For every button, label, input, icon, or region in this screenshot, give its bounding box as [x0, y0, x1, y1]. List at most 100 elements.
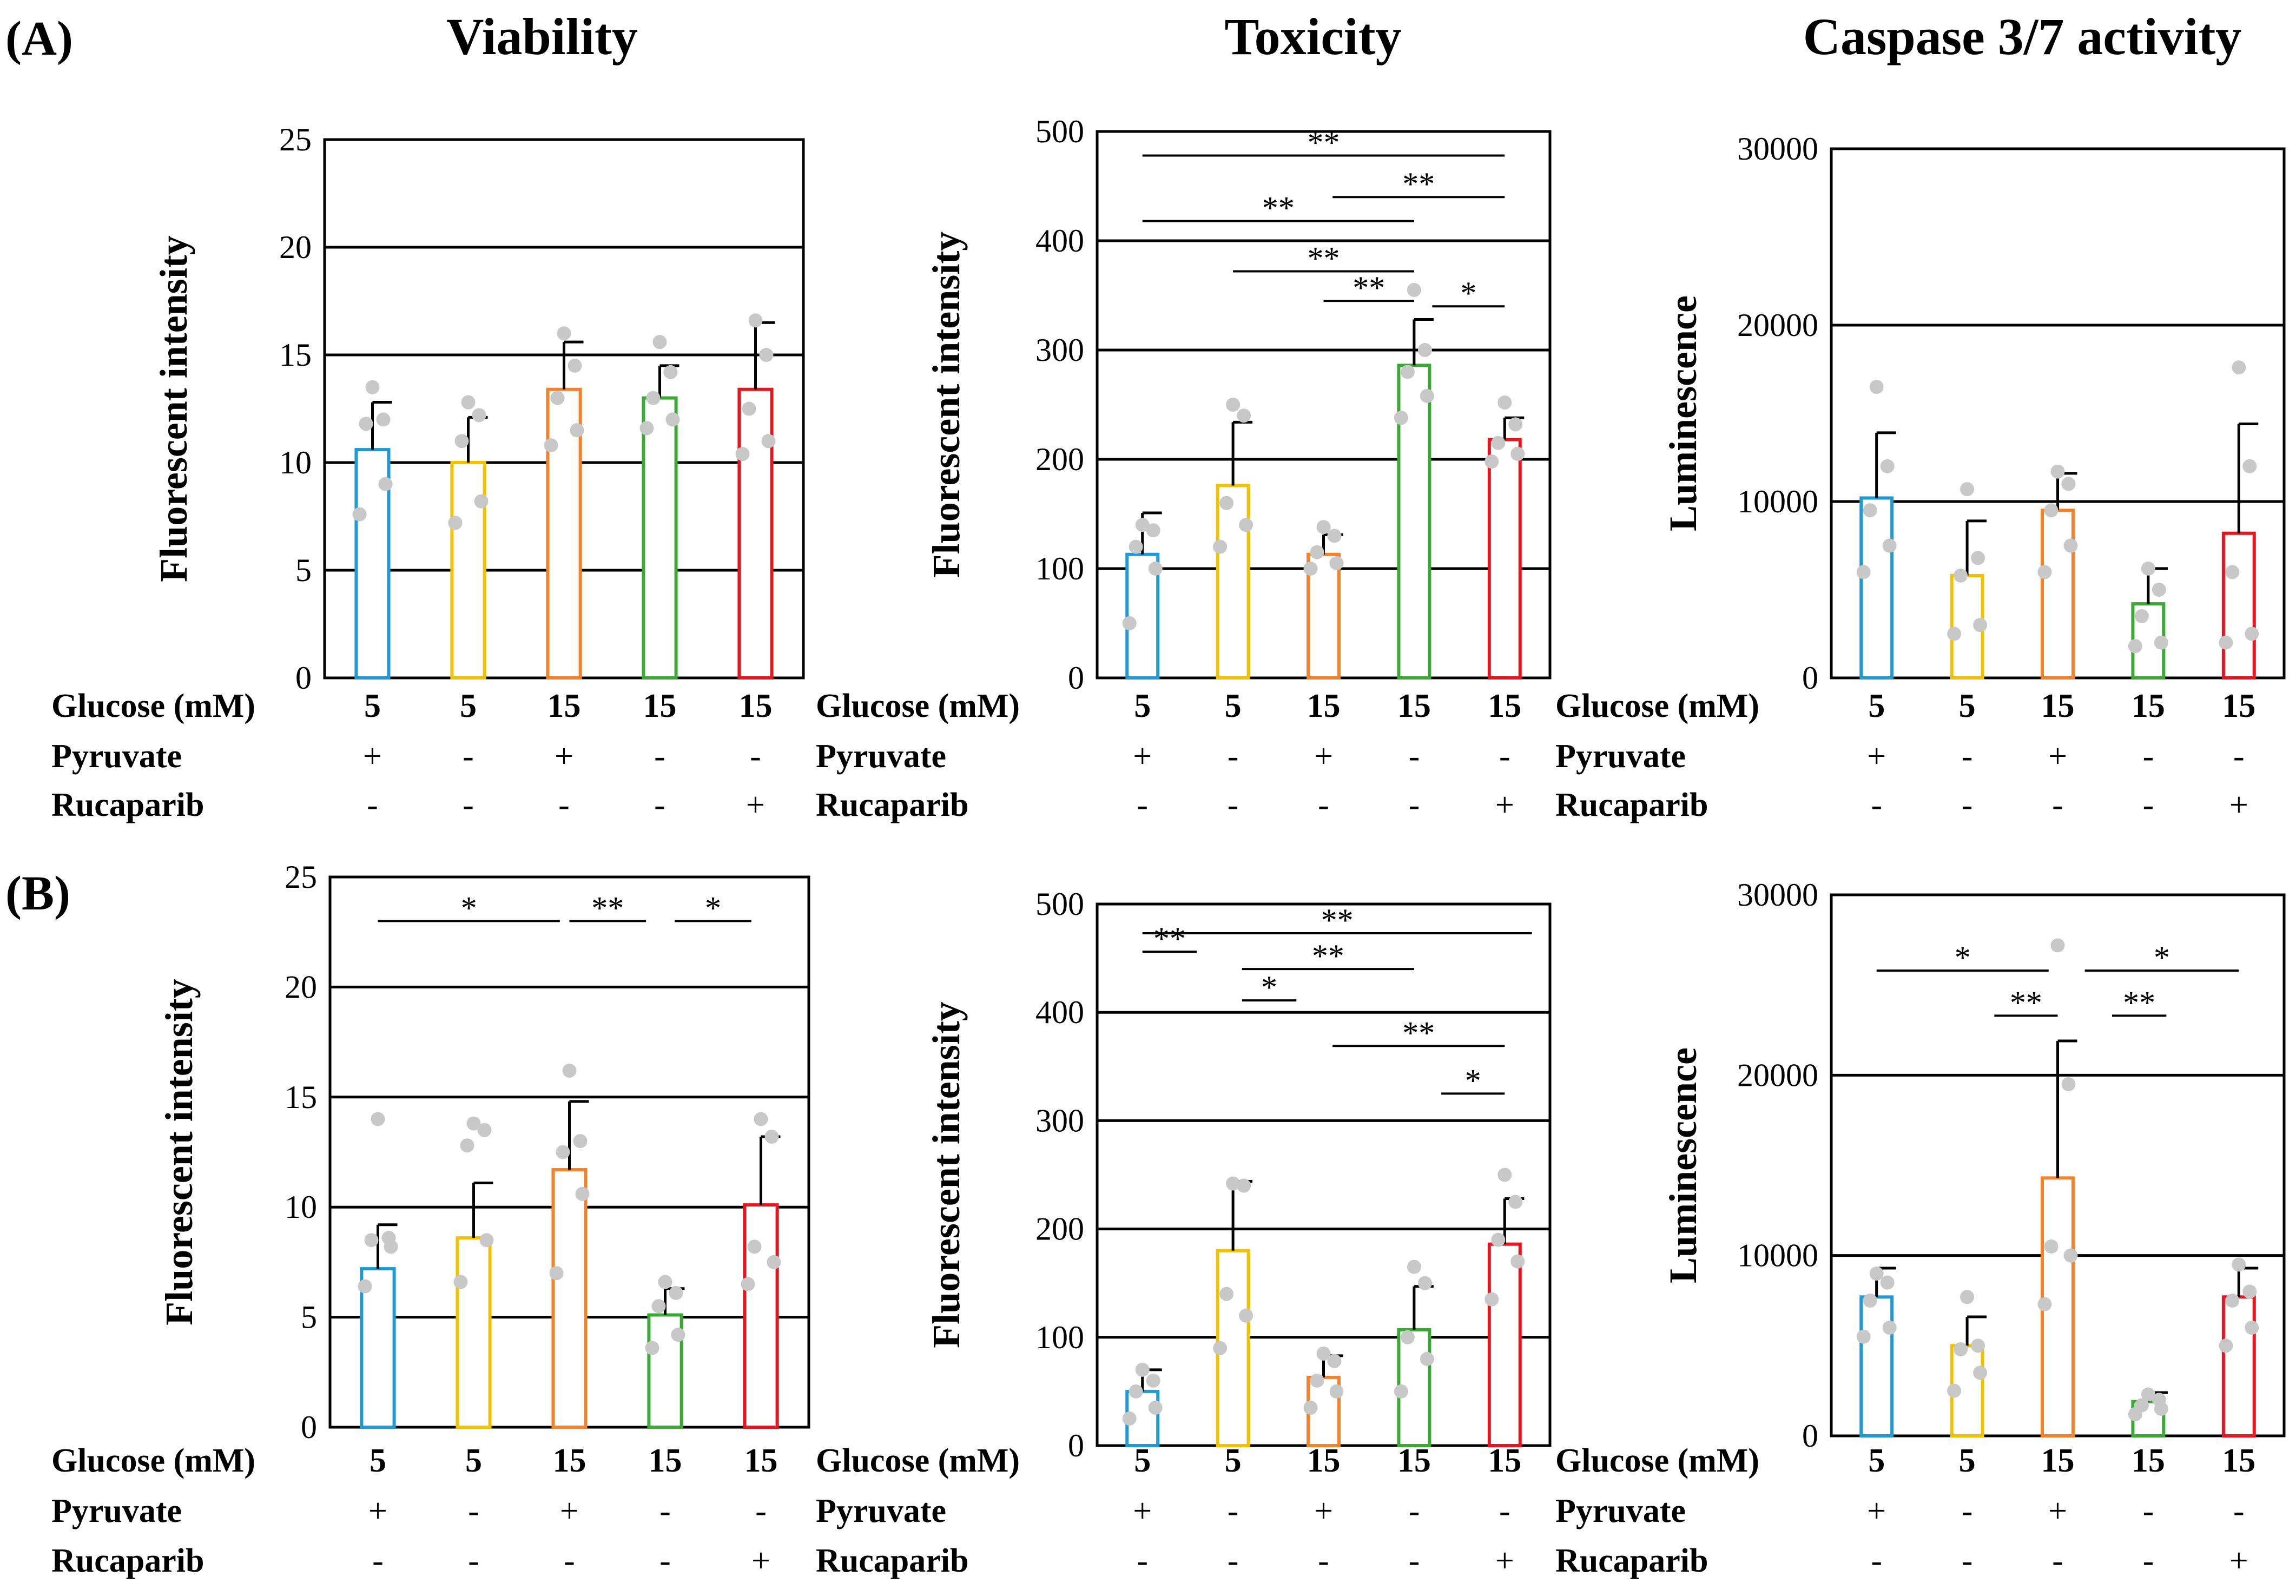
chart-1-point-0-4 — [1135, 518, 1150, 532]
chart-0-cond-glucose-2: 15 — [547, 688, 581, 724]
chart-2-cond-glucose-2: 15 — [2041, 688, 2075, 724]
chart-3-cond-rucaparib-2: - — [564, 1542, 575, 1579]
chart-4-point-1-3 — [1237, 1178, 1251, 1193]
chart-1-cond-label-0: Glucose (mM) — [816, 688, 1020, 724]
chart-4-cond-rucaparib-3: - — [1409, 1542, 1420, 1579]
chart-1-sig-label-4: ** — [1352, 270, 1385, 306]
chart-4-point-1-0 — [1213, 1341, 1228, 1355]
chart-2-cond-label-2: Rucaparib — [1555, 787, 1708, 823]
chart-4-cond-pyruvate-2: + — [1314, 1493, 1333, 1529]
chart-3-y-tick-label-3: 15 — [285, 1079, 317, 1115]
chart-4-cond-pyruvate-0: + — [1133, 1493, 1152, 1529]
chart-1-point-2-1 — [1329, 556, 1344, 570]
chart-3-cond-glucose-4: 15 — [744, 1442, 778, 1479]
chart-4-cond-rucaparib-1: - — [1228, 1542, 1239, 1579]
chart-5-point-2-3 — [2061, 1077, 2076, 1091]
chart-5-point-0-3 — [1880, 1275, 1895, 1290]
chart-3-cond-glucose-2: 15 — [553, 1442, 586, 1479]
chart-4-sig-label-4: ** — [1402, 1015, 1435, 1051]
chart-3-point-0-4 — [371, 1112, 385, 1126]
chart-5-point-1-3 — [1971, 1338, 1985, 1353]
chart-0-point-4-1 — [761, 434, 776, 449]
chart-4-point-4-4 — [1497, 1168, 1512, 1182]
chart-1-cond-glucose-4: 15 — [1488, 688, 1521, 724]
chart-5-cond-label-1: Pyruvate — [1555, 1493, 1686, 1529]
chart-0-point-3-1 — [665, 412, 680, 427]
chart-2-bar-4 — [2221, 531, 2256, 680]
chart-5-cond-rucaparib-2: - — [2052, 1542, 2063, 1579]
chart-2-cond-pyruvate-1: - — [1962, 738, 1973, 775]
chart-1-point-4-3 — [1508, 417, 1523, 432]
chart-0-y-tick-label-3: 15 — [279, 337, 312, 373]
chart-3-point-2-3 — [573, 1134, 588, 1149]
chart-4-point-2-4 — [1316, 1346, 1331, 1361]
chart-5-cond-glucose-1: 5 — [1959, 1442, 1976, 1479]
chart-1-cond-rucaparib-3: - — [1409, 787, 1420, 823]
chart-5-cond-rucaparib-3: - — [2143, 1542, 2154, 1579]
chart-5-cond-pyruvate-3: - — [2143, 1493, 2154, 1529]
chart-0-y-axis-label: Fluorescent intensity — [152, 235, 195, 582]
chart-0-point-1-1 — [474, 494, 489, 509]
chart-1-sig-label-5: * — [1460, 275, 1476, 311]
chart-3-bar-4 — [743, 1203, 779, 1429]
chart-1-chart-title: Toxicity — [1224, 8, 1401, 65]
chart-4-point-3-1 — [1420, 1351, 1434, 1366]
chart-4-point-0-0 — [1122, 1411, 1137, 1426]
chart-1-point-3-1 — [1420, 388, 1434, 403]
chart-3-cond-pyruvate-1: - — [468, 1493, 479, 1529]
chart-4-cond-glucose-1: 5 — [1225, 1442, 1242, 1479]
chart-1-point-3-4 — [1407, 282, 1421, 297]
chart-1-point-3-2 — [1400, 365, 1415, 379]
chart-1-y-tick-label-2: 200 — [1035, 441, 1084, 477]
chart-0-point-1-0 — [448, 516, 463, 530]
chart-3-point-4-0 — [741, 1277, 755, 1291]
chart-1-y-axis-label: Fluorescent intensity — [925, 232, 968, 578]
chart-0-point-2-0 — [544, 438, 558, 453]
chart-3-cond-label-1: Pyruvate — [51, 1493, 182, 1529]
chart-4-sig-label-2: ** — [1312, 938, 1344, 974]
chart-1-cond-rucaparib-2: - — [1318, 787, 1329, 823]
chart-0-point-2-4 — [557, 326, 571, 341]
chart-2-cond-glucose-3: 15 — [2132, 688, 2165, 724]
chart-5-point-2-2 — [2044, 1239, 2059, 1254]
chart-0-cond-glucose-4: 15 — [739, 688, 773, 724]
chart-5-cond-rucaparib-4: + — [2229, 1542, 2248, 1579]
chart-5-cond-pyruvate-0: + — [1867, 1493, 1886, 1529]
chart-5-y-tick-label-3: 30000 — [1737, 877, 1818, 913]
chart-3-point-3-1 — [671, 1328, 685, 1342]
chart-1-sig-label-2: ** — [1262, 190, 1295, 226]
chart-4-sig-label-5: * — [1465, 1063, 1481, 1098]
chart-3-cond-glucose-0: 5 — [370, 1442, 386, 1479]
chart-5-cond-glucose-4: 15 — [2222, 1442, 2255, 1479]
chart-0-point-4-2 — [742, 401, 756, 416]
chart-5-point-4-2 — [2225, 1294, 2240, 1308]
chart-0-y-tick-label-5: 25 — [279, 122, 312, 157]
chart-3-cond-pyruvate-0: + — [368, 1493, 387, 1529]
chart-2-cond-pyruvate-4: - — [2233, 738, 2245, 775]
chart-2-y-tick-label-2: 20000 — [1737, 307, 1818, 343]
chart-5-point-4-3 — [2242, 1284, 2257, 1299]
panel-label-a: (A) — [5, 12, 73, 65]
chart-0-point-4-3 — [759, 348, 774, 362]
chart-5-sig-label-1: ** — [2010, 985, 2042, 1020]
chart-3-point-2-1 — [575, 1186, 590, 1201]
chart-1-point-1-3 — [1237, 408, 1251, 423]
chart-2-point-0-0 — [1856, 565, 1871, 579]
chart-1-cond-pyruvate-2: + — [1314, 738, 1333, 775]
chart-0-cond-rucaparib-2: - — [558, 787, 570, 823]
chart-2-cond-rucaparib-1: - — [1962, 787, 1973, 823]
chart-4-point-4-0 — [1485, 1292, 1499, 1307]
chart-2-point-3-0 — [2128, 639, 2142, 654]
chart-3-point-3-2 — [651, 1299, 666, 1314]
chart-3-point-3-3 — [669, 1285, 683, 1300]
chart-3-y-tick-label-2: 10 — [285, 1189, 317, 1225]
chart-1-cond-pyruvate-1: - — [1228, 738, 1239, 775]
chart-1-y-tick-label-0: 0 — [1068, 660, 1084, 696]
chart-0-point-0-2 — [359, 417, 373, 431]
chart-4-point-3-0 — [1394, 1384, 1408, 1399]
chart-1-cond-pyruvate-0: + — [1133, 738, 1152, 775]
chart-3-cond-glucose-1: 5 — [465, 1442, 482, 1479]
chart-0-point-0-1 — [378, 477, 393, 491]
chart-5-sig-label-0: * — [1955, 940, 1971, 975]
chart-0-cond-pyruvate-2: + — [555, 738, 573, 775]
